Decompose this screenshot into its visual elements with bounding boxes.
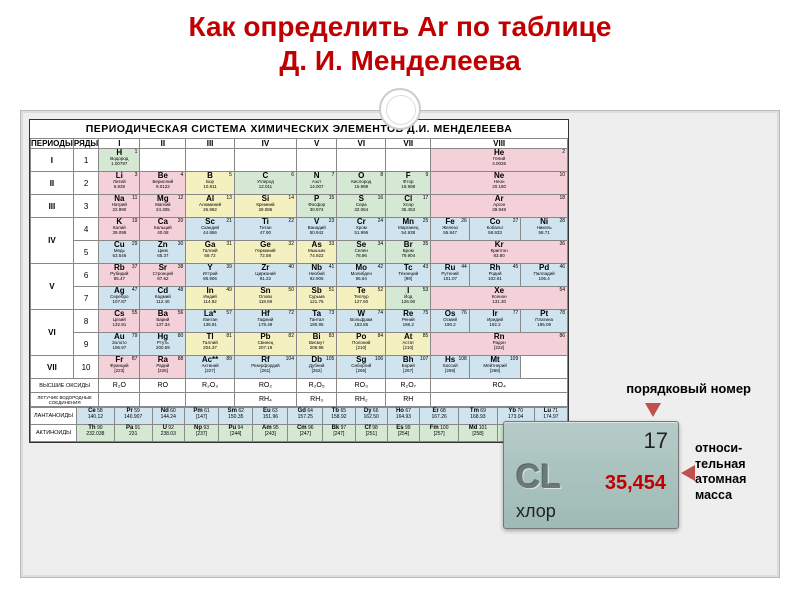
periodic-table: ПЕРИОДИЧЕСКАЯ СИСТЕМА ХИМИЧЕСКИХ ЭЛЕМЕНТ… bbox=[29, 119, 569, 443]
arrow-left-icon bbox=[681, 465, 695, 481]
title-line2: Д. И. Менделеева bbox=[279, 45, 520, 76]
callout-atomic-number: порядковый номер bbox=[626, 381, 751, 396]
callout-atomic-mass: относи-тельная атомная масса bbox=[695, 441, 767, 504]
cl-mass: 35,454 bbox=[605, 472, 666, 495]
title-line1: Как определить Ar по таблице bbox=[189, 11, 612, 42]
pt-header: ПЕРИОДИЧЕСКАЯ СИСТЕМА ХИМИЧЕСКИХ ЭЛЕМЕНТ… bbox=[30, 120, 568, 138]
slide-title: Как определить Ar по таблице Д. И. Менде… bbox=[0, 0, 800, 93]
cl-atomic-number: 17 bbox=[644, 428, 668, 454]
lanthanoid-grid: ЛАНТАНОИДЫCe 58140.12Pr 59140.907Nd 6014… bbox=[30, 407, 568, 442]
content-panel: ПЕРИОДИЧЕСКАЯ СИСТЕМА ХИМИЧЕСКИХ ЭЛЕМЕНТ… bbox=[20, 110, 780, 578]
pt-grid: ПЕРИОДЫРЯДЫIIIIIIIVVVIVIIVIIII11HВодород… bbox=[30, 138, 568, 407]
cl-name: хлор bbox=[516, 501, 556, 522]
arrow-down-icon bbox=[645, 403, 661, 417]
element-card-cl: 17 CL 35,454 хлор bbox=[503, 421, 679, 529]
decorative-ring-icon bbox=[379, 88, 421, 130]
cl-symbol: CL bbox=[516, 458, 561, 497]
